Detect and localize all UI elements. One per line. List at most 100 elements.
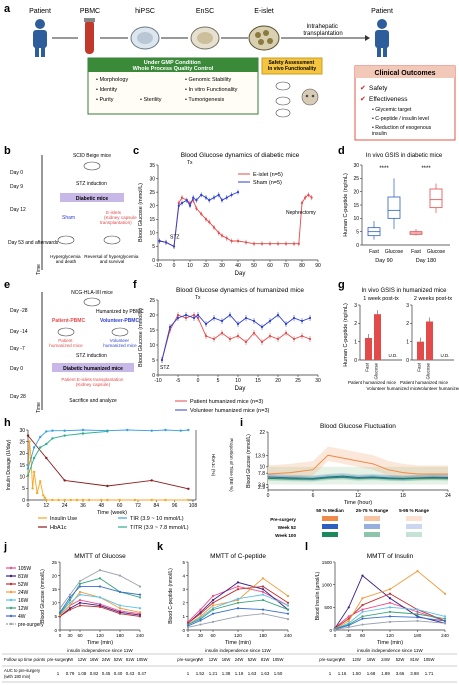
table-cell: 1.71 xyxy=(425,671,434,676)
x-axis-label: Time (min) xyxy=(225,640,251,646)
box xyxy=(429,188,443,209)
y-axis-label: Human C-peptide (ng/mL) xyxy=(343,173,349,237)
data-point xyxy=(150,498,153,502)
data-point xyxy=(51,429,54,432)
volunteer-mice-label: Volunteer humanized mice xyxy=(103,338,137,348)
data-point xyxy=(204,218,208,221)
table-header: 4W xyxy=(339,657,345,662)
blood-tube-icon xyxy=(84,18,95,54)
data-point xyxy=(286,608,290,611)
x-axis-label: Time (min) xyxy=(377,640,403,646)
gmp-item: • Purity xyxy=(96,97,114,103)
data-point xyxy=(225,237,228,240)
x-tick-label: -5 xyxy=(176,378,181,384)
y-tick-label: 500 xyxy=(324,605,332,610)
data-point xyxy=(158,239,161,243)
data-point xyxy=(164,241,168,244)
data-point xyxy=(63,434,66,437)
x-tick-label: 0 xyxy=(173,263,176,269)
y-tick-label: 20 xyxy=(149,313,155,319)
table-header: 4W xyxy=(67,657,73,662)
stz-label: STZ induction xyxy=(76,181,107,187)
x-tick-label: 30 xyxy=(219,263,225,269)
x-tick-label: 180 xyxy=(414,633,422,638)
y-tick-label: 20 xyxy=(19,451,25,457)
data-point xyxy=(300,201,304,205)
y-axis-label: Blood Glucose (mmol/L) xyxy=(138,308,144,367)
data-point xyxy=(118,607,122,610)
y-tick-label: 35 xyxy=(149,163,155,169)
data-point xyxy=(68,608,72,611)
x-tick-label: Fast xyxy=(417,362,422,372)
table-header: 25-75 % Range xyxy=(356,508,389,513)
panel-i-letter: i xyxy=(240,417,243,429)
legend-marker xyxy=(9,574,13,578)
data-point xyxy=(98,585,102,588)
y-axis-label: Human C-peptide (ng/mL) xyxy=(343,303,349,367)
panel-f-letter: f xyxy=(133,279,137,291)
data-point xyxy=(361,608,364,611)
x-tick-label: Glucose xyxy=(426,363,431,380)
legend-marker xyxy=(9,606,13,610)
data-point xyxy=(39,435,42,439)
x-tick-label: 0 xyxy=(267,493,270,499)
outcome-left: Hyperglycemia and death xyxy=(50,254,82,264)
data-point xyxy=(98,569,102,572)
table-cell: 1.63 xyxy=(248,671,257,676)
data-point xyxy=(98,577,102,580)
annotation: STZ xyxy=(160,365,169,371)
series-line xyxy=(187,577,289,625)
data-point xyxy=(236,615,240,618)
legend-label: 24W xyxy=(18,590,29,596)
median-line xyxy=(267,475,449,479)
y-axis-label: Blood Insulin (μmol/L) xyxy=(315,571,321,620)
table-cell: 1.38 xyxy=(222,671,231,676)
safety-title-line: Safety Assessment xyxy=(268,60,314,66)
y-tick-label: 2 xyxy=(354,321,357,327)
x-tick-label: 0 xyxy=(187,633,190,638)
chart-title: MMTT of Glucose xyxy=(74,553,126,560)
data-point xyxy=(388,601,392,604)
transplant-line: Patient E-islets transplantation xyxy=(61,377,123,382)
legend-swatch xyxy=(406,532,422,537)
data-point xyxy=(292,337,296,341)
volunteer-pbmc-label: Volunteer-PBMC xyxy=(100,318,139,324)
x-tick-label: Glucose xyxy=(374,363,379,380)
legend-swatch xyxy=(364,532,380,537)
gmp-header xyxy=(88,58,258,72)
series-line xyxy=(27,429,189,469)
x-axis-label: Time (hour) xyxy=(344,500,372,506)
ud-label: U.D. xyxy=(389,353,398,358)
table-header: 105W xyxy=(273,657,284,662)
data-point xyxy=(39,480,42,483)
y-tick-label: 30 xyxy=(19,428,25,434)
patient-mice-line: Patient xyxy=(58,338,73,343)
diabetic-label: Diabetic mice xyxy=(76,196,108,202)
x-tick-label: Fast xyxy=(369,249,379,255)
series-line xyxy=(27,435,189,490)
outcome-effectiveness: Effectiveness xyxy=(369,96,408,103)
outcome-left-line: Hyperglycemia xyxy=(50,254,81,259)
y-tick-label: 0 xyxy=(182,628,185,633)
patient-right-icon xyxy=(375,19,389,57)
data-point xyxy=(276,313,280,317)
mouse-icon xyxy=(103,235,121,245)
median-line xyxy=(267,476,449,480)
series-line xyxy=(334,620,446,630)
volunteer-mice-line: humanized mice xyxy=(103,343,137,348)
data-point xyxy=(208,199,211,202)
data-point xyxy=(284,322,288,326)
data-point xyxy=(286,594,290,598)
table-header: 24W xyxy=(235,657,244,662)
data-point xyxy=(81,432,85,435)
panel-b: b Time Day 0 Day 9 Day 12 Day 53 and aft… xyxy=(4,145,139,275)
time-label: Time xyxy=(36,402,42,413)
y-tick-label: 30 xyxy=(353,163,359,169)
chart-c: Blood Glucose dynamics of diabetic mice -… xyxy=(138,152,321,277)
data-point xyxy=(236,239,240,243)
x-tick-label: 24 xyxy=(445,493,451,499)
chart-l: MMTT of Insulin 0 30 60 120 180 240 0 500 1000 150… xyxy=(315,553,449,653)
x-tick-label: Glucose xyxy=(427,249,446,255)
panel-k-letter: k xyxy=(157,541,164,553)
series-line xyxy=(187,594,289,625)
